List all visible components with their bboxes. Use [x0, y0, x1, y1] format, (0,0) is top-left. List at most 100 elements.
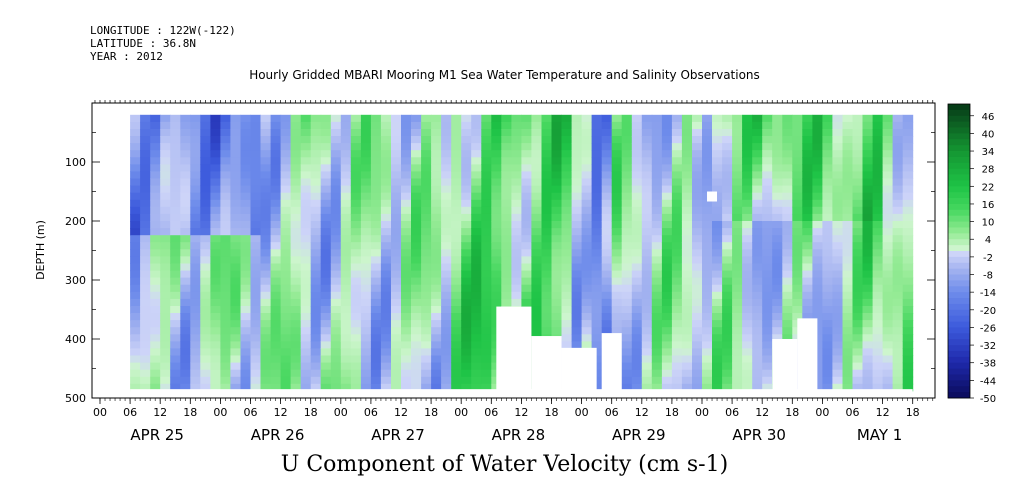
heatmap-cell [852, 242, 863, 250]
heatmap-cell [471, 277, 482, 286]
heatmap-cell [621, 355, 633, 364]
heatmap-cell [842, 129, 853, 137]
heatmap-cell [531, 164, 542, 172]
heatmap-cell [872, 376, 884, 385]
latitude-label: LATITUDE : 36.8N [90, 37, 196, 50]
heatmap-cell [661, 341, 673, 349]
heatmap-cell [882, 206, 894, 215]
heatmap-cell [742, 178, 753, 187]
heatmap-cell [702, 306, 713, 314]
heatmap-cell [310, 157, 322, 165]
heatmap-cell [210, 270, 221, 279]
heatmap-cell [310, 306, 322, 314]
colorbar-label: 22 [982, 182, 995, 193]
heatmap-cell [872, 298, 884, 307]
heatmap-cell [852, 291, 863, 300]
heatmap-cell [752, 143, 763, 151]
heatmap-cell [310, 206, 322, 215]
heatmap-cell [702, 235, 713, 243]
heatmap-cell [651, 143, 663, 151]
heatmap-cell [180, 284, 191, 293]
heatmap-cell [320, 263, 332, 272]
heatmap-cell [200, 221, 211, 229]
heatmap-cell [461, 171, 472, 179]
heatmap-cell [591, 291, 603, 300]
heatmap-cell [340, 306, 352, 314]
heatmap-cell [852, 178, 863, 187]
heatmap-cell [320, 291, 332, 300]
heatmap-cell [200, 213, 211, 222]
x-day-label: APR 26 [251, 426, 305, 444]
heatmap-cell [401, 171, 412, 179]
heatmap-cell [220, 263, 231, 272]
heatmap-cell [541, 291, 552, 300]
heatmap-cell [140, 327, 151, 335]
heatmap-cell [842, 199, 853, 208]
heatmap-cell [360, 164, 372, 172]
heatmap-cell [491, 143, 502, 151]
heatmap-cell [260, 206, 271, 215]
heatmap-cell [661, 185, 673, 194]
heatmap-cell [702, 221, 713, 229]
heatmap-cell [742, 164, 753, 172]
heatmap-cell [742, 242, 753, 250]
heatmap-cell [591, 320, 603, 328]
heatmap-cell [732, 298, 743, 307]
heatmap-cell [541, 192, 552, 201]
heatmap-cell [681, 178, 693, 187]
heatmap-cell [230, 228, 241, 236]
heatmap-cell [170, 355, 181, 364]
heatmap-cell [421, 129, 432, 137]
heatmap-cell [591, 383, 603, 392]
heatmap-cell [200, 376, 211, 385]
heatmap-cell [862, 185, 873, 194]
heatmap-cell [431, 242, 442, 250]
heatmap-cell [340, 150, 352, 158]
heatmap-cell [300, 235, 312, 243]
heatmap-cell [280, 171, 292, 179]
heatmap-cell [681, 355, 693, 364]
x-day-label: MAY 1 [857, 426, 903, 444]
heatmap-cell [140, 298, 151, 307]
heatmap-cell [752, 362, 763, 371]
heatmap-cell [611, 228, 623, 236]
heatmap-cell [832, 298, 843, 307]
heatmap-cell [401, 192, 412, 201]
x-tick-label: 12 [755, 406, 769, 419]
heatmap-cell [320, 298, 332, 307]
heatmap-cell [360, 235, 372, 243]
heatmap-cell [591, 369, 603, 378]
heatmap-cell [130, 277, 141, 286]
heatmap-cell [611, 150, 623, 158]
heatmap-cell [401, 206, 412, 215]
heatmap-cell [762, 242, 773, 250]
heatmap-cell [712, 206, 723, 215]
heatmap-cell [631, 192, 643, 201]
heatmap-cell [200, 249, 211, 257]
heatmap-cell [310, 121, 322, 130]
heatmap-cell [651, 313, 663, 321]
heatmap-cell [651, 348, 663, 356]
heatmap-cell [561, 249, 572, 257]
heatmap-cell [551, 157, 562, 165]
heatmap-cell [240, 348, 251, 356]
heatmap-cell [852, 298, 863, 307]
heatmap-cell [681, 263, 693, 272]
heatmap-cell [591, 129, 603, 137]
heatmap-cell [431, 199, 442, 208]
heatmap-cell [712, 362, 723, 371]
heatmap-cell [431, 136, 442, 144]
heatmap-cell [471, 185, 482, 194]
heatmap-cell [692, 291, 703, 300]
heatmap-cell [671, 362, 683, 371]
heatmap-cell [360, 327, 372, 335]
heatmap-cell [140, 136, 151, 144]
heatmap-cell [360, 298, 372, 307]
heatmap-cell [451, 157, 462, 165]
heatmap-cell [521, 256, 532, 264]
heatmap-cell [581, 291, 593, 300]
heatmap-cell [180, 327, 191, 335]
heatmap-cell [130, 355, 141, 364]
heatmap-cell [842, 150, 853, 158]
heatmap-cell [421, 121, 432, 130]
